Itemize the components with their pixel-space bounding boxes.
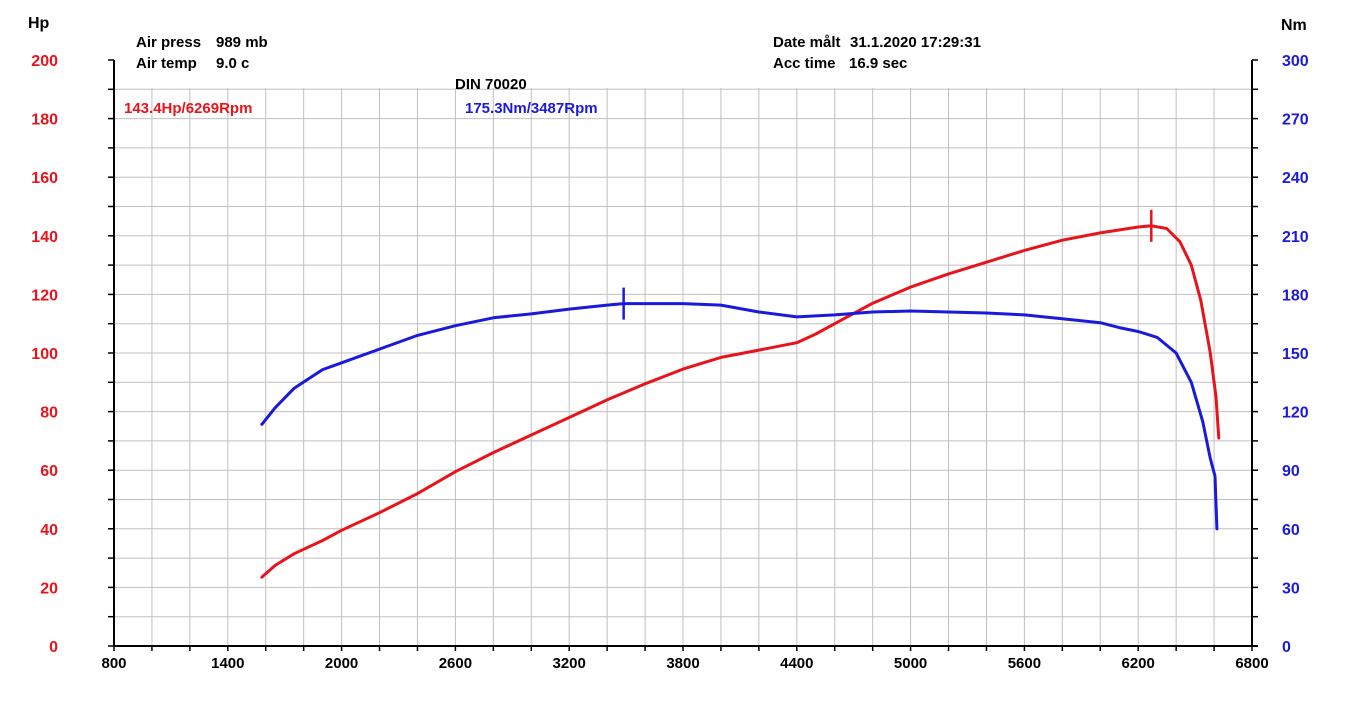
rpm-tick-label: 800	[101, 655, 126, 672]
nm-tick-label: 60	[1282, 522, 1300, 539]
hp-tick-label: 80	[40, 405, 58, 422]
nm-tick-label: 30	[1282, 580, 1300, 597]
acc-time-value: 16.9 sec	[849, 55, 907, 72]
nm-axis-label: Nm	[1281, 17, 1307, 34]
air-temp-label: Air temp	[136, 55, 197, 72]
series-lines	[260, 224, 1221, 579]
rpm-tick-label: 3200	[553, 655, 586, 672]
date-label: Date målt	[773, 34, 841, 51]
nm-tick-label: 150	[1282, 346, 1309, 363]
chart-title: DIN 70020	[455, 76, 527, 93]
nm-tick-label: 180	[1282, 287, 1309, 304]
nm-tick-labels: 0 30 60 90 120 150 180 210 240 270 300	[1282, 53, 1309, 656]
rpm-tick-label: 2600	[439, 655, 472, 672]
nm-tick-label: 90	[1282, 463, 1300, 480]
hp-tick-label: 20	[40, 580, 58, 597]
hp-tick-label: 60	[40, 463, 58, 480]
hp-tick-label: 0	[49, 639, 58, 656]
hp-curve	[260, 224, 1221, 579]
rpm-tick-label: 6200	[1122, 655, 1155, 672]
peak-markers	[622, 209, 1153, 320]
hp-tick-label: 180	[31, 112, 58, 129]
rpm-tick-label: 2000	[325, 655, 358, 672]
air-temp-value: 9.0 c	[216, 55, 249, 72]
hp-tick-label: 40	[40, 522, 58, 539]
hp-tick-label: 120	[31, 287, 58, 304]
nm-tick-label: 210	[1282, 229, 1309, 246]
peak-nm-label: 175.3Nm/3487Rpm	[465, 100, 598, 117]
axes	[108, 59, 1258, 651]
grid-lines	[114, 88, 1252, 646]
hp-tick-label: 200	[31, 53, 58, 70]
torque-curve	[260, 302, 1219, 531]
rpm-tick-label: 5000	[894, 655, 927, 672]
rpm-tick-label: 1400	[211, 655, 244, 672]
hp-tick-labels: 0 20 40 60 80 100 120 140 160 180 200	[31, 53, 58, 656]
nm-tick-label: 300	[1282, 53, 1309, 70]
nm-tick-label: 0	[1282, 639, 1291, 656]
rpm-tick-label: 4400	[780, 655, 813, 672]
nm-tick-label: 270	[1282, 112, 1309, 129]
hp-tick-label: 100	[31, 346, 58, 363]
hp-tick-label: 140	[31, 229, 58, 246]
air-press-value: 989 mb	[216, 34, 268, 51]
rpm-tick-label: 6800	[1235, 655, 1268, 672]
hp-axis-label: Hp	[28, 15, 50, 32]
rpm-tick-label: 3800	[666, 655, 699, 672]
air-press-label: Air press	[136, 34, 201, 51]
date-value: 31.1.2020 17:29:31	[850, 34, 981, 51]
nm-tick-label: 240	[1282, 170, 1309, 187]
peak-hp-label: 143.4Hp/6269Rpm	[124, 100, 252, 117]
acc-time-label: Acc time	[773, 55, 836, 72]
hp-tick-label: 160	[31, 170, 58, 187]
rpm-tick-label: 5600	[1008, 655, 1041, 672]
nm-tick-label: 120	[1282, 405, 1309, 422]
rpm-tick-labels: 800 1400 2000 2600 3200 3800 4400 5000 5600 6200 6…	[101, 655, 1268, 672]
